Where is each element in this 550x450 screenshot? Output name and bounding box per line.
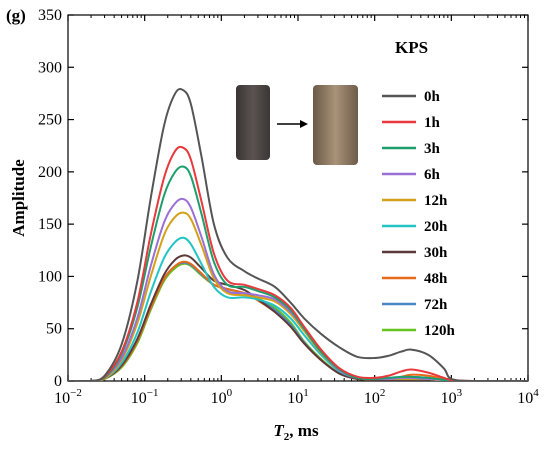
legend-label-48h: 48h — [424, 271, 448, 287]
x-tick-label: 10−2 — [54, 387, 82, 407]
panel-label: (g) — [6, 6, 26, 25]
arrow-head-icon — [300, 120, 308, 128]
x-tick-label: 103 — [441, 387, 463, 407]
series-line-6h — [68, 197, 528, 381]
x-tick-label: 102 — [364, 387, 386, 407]
x-tick-label: 101 — [287, 387, 309, 407]
legend-label-120h: 120h — [424, 323, 456, 339]
series-line-12h — [68, 211, 528, 381]
legend-label-72h: 72h — [424, 297, 448, 313]
y-axis: 0 50 100 150 200 250 300 350 — [38, 7, 528, 390]
y-tick-label: 100 — [38, 268, 62, 285]
sample-photo-inset — [236, 85, 358, 165]
series-line-3h — [68, 165, 528, 381]
legend-label-30h: 30h — [424, 245, 448, 261]
x-tick-label: 104 — [517, 387, 539, 407]
sample-before-image — [236, 85, 270, 160]
x-tick-label: 100 — [211, 387, 233, 407]
x-tick-label: 10−1 — [131, 387, 159, 407]
legend: 0h 1h 3h 6h 12h 20h 30h 48h 72h 120h — [382, 89, 456, 339]
legend-title: KPS — [395, 38, 428, 57]
series-line-30h — [68, 254, 528, 381]
series-line-0h — [68, 88, 528, 381]
x-axis-title: T2, ms — [273, 421, 319, 443]
sample-after-image — [313, 85, 358, 165]
y-tick-label: 150 — [38, 216, 62, 233]
y-axis-title: Amplitude — [9, 159, 28, 237]
series-line-1h — [68, 145, 528, 381]
legend-label-3h: 3h — [424, 141, 441, 157]
y-tick-label: 250 — [38, 112, 62, 129]
y-tick-label: 300 — [38, 59, 62, 76]
y-tick-label: 200 — [38, 164, 62, 181]
y-tick-label: 0 — [54, 373, 62, 390]
y-tick-label: 350 — [38, 7, 62, 24]
y-tick-label: 50 — [46, 321, 62, 338]
legend-label-20h: 20h — [424, 219, 448, 235]
series-group — [68, 88, 528, 381]
legend-label-1h: 1h — [424, 115, 441, 131]
legend-label-6h: 6h — [424, 167, 441, 183]
legend-label-12h: 12h — [424, 193, 448, 209]
legend-label-0h: 0h — [424, 89, 441, 105]
